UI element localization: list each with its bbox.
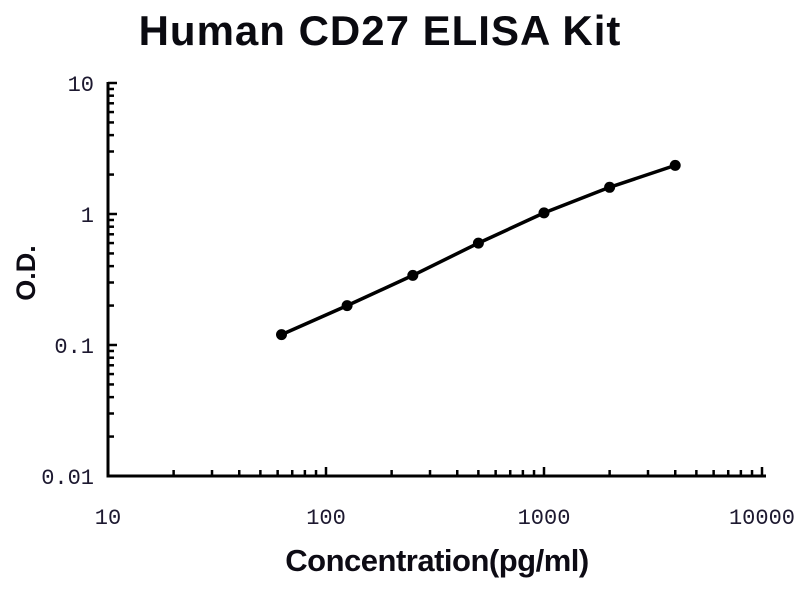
data-point: [604, 181, 616, 193]
x-tick-label: 1000: [518, 506, 571, 531]
y-tick-label: 0.01: [41, 466, 94, 491]
data-point: [407, 269, 419, 281]
data-point: [276, 329, 287, 341]
x-tick-label: 100: [306, 506, 346, 531]
data-point: [472, 237, 484, 249]
y-tick-label: 1: [81, 204, 94, 229]
data-point: [341, 300, 353, 312]
data-point: [669, 159, 681, 171]
x-tick-label: 10000: [729, 506, 795, 531]
chart-title: Human CD27 ELISA Kit: [138, 7, 622, 54]
data-point: [538, 207, 550, 219]
x-axis-title: Concentration(pg/ml): [285, 543, 589, 578]
y-tick-label: 0.1: [54, 335, 94, 360]
axes-frame: [106, 82, 766, 478]
x-tick-label: 10: [95, 506, 121, 531]
y-tick-label: 10: [68, 73, 94, 98]
standard-curve-line: [279, 163, 677, 337]
